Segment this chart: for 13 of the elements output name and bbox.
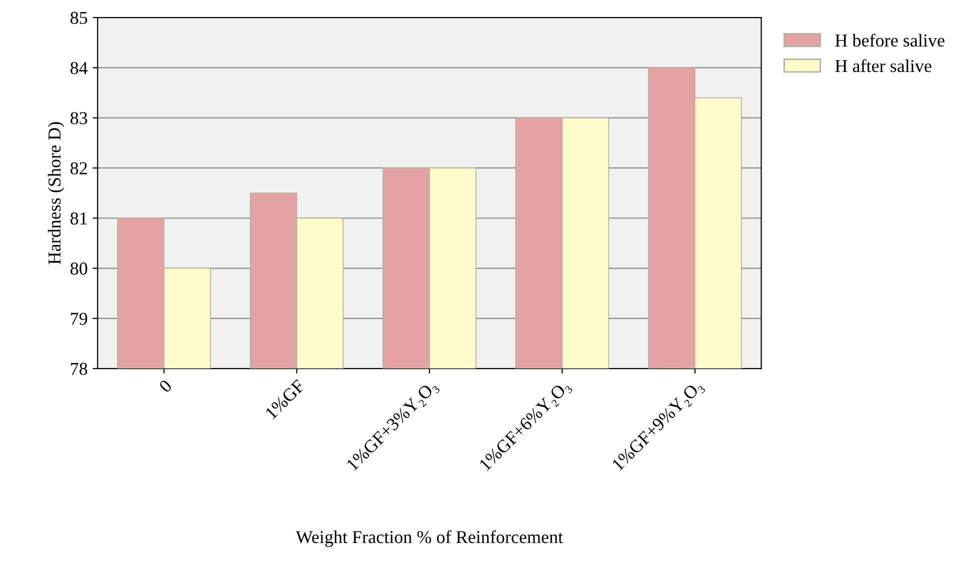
y-tick-label: 78 bbox=[71, 362, 88, 375]
x-axis-title: Weight Fraction % of Reinforcement bbox=[296, 530, 563, 547]
y-tick-label: 83 bbox=[70, 112, 88, 124]
legend-label: H before salive bbox=[835, 34, 944, 47]
y-tick-label: 81 bbox=[70, 212, 87, 225]
y-tick-label: 79 bbox=[71, 312, 88, 325]
y-tick-label: 84 bbox=[70, 62, 88, 74]
y-tick-label: 85 bbox=[70, 12, 88, 24]
legend-label: H after salive bbox=[835, 59, 932, 72]
y-axis-title: Hardness (Shore D) bbox=[48, 122, 64, 264]
x-tick-label: 0 bbox=[158, 379, 172, 394]
y-tick-label: 80 bbox=[70, 262, 88, 275]
y-tick-label: 82 bbox=[70, 162, 87, 174]
